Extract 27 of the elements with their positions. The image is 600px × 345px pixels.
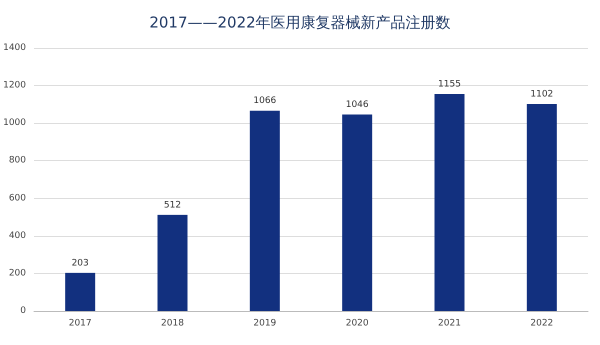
x-tick-label: 2021 xyxy=(438,318,461,328)
x-tick-label: 2018 xyxy=(161,318,184,328)
bar xyxy=(526,104,557,311)
data-label: 1066 xyxy=(253,96,277,106)
bar xyxy=(250,110,280,311)
y-tick-label: 1000 xyxy=(3,118,26,128)
data-label: 512 xyxy=(164,200,182,210)
y-tick-label: 0 xyxy=(20,306,26,316)
y-tick-label: 800 xyxy=(8,156,26,166)
bar xyxy=(158,214,188,311)
chart-title: 2017——2022年医用康复器械新产品注册数 xyxy=(149,14,451,32)
x-tick-label: 2022 xyxy=(530,318,554,328)
data-label: 1046 xyxy=(346,100,369,110)
data-label: 1155 xyxy=(438,80,461,90)
y-tick-label: 200 xyxy=(8,268,26,278)
y-tick-label: 400 xyxy=(8,230,26,241)
data-label: 203 xyxy=(72,258,89,268)
y-tick-label: 1200 xyxy=(3,80,26,91)
x-tick-label: 2020 xyxy=(346,318,369,328)
bar xyxy=(65,272,96,311)
x-tick-label: 2019 xyxy=(253,318,277,328)
x-tick-label: 2017 xyxy=(68,318,92,328)
bar xyxy=(342,114,372,311)
data-label: 1102 xyxy=(530,89,554,100)
y-tick-label: 600 xyxy=(8,193,26,204)
bar xyxy=(434,94,464,311)
y-tick-label: 1400 xyxy=(3,43,26,53)
